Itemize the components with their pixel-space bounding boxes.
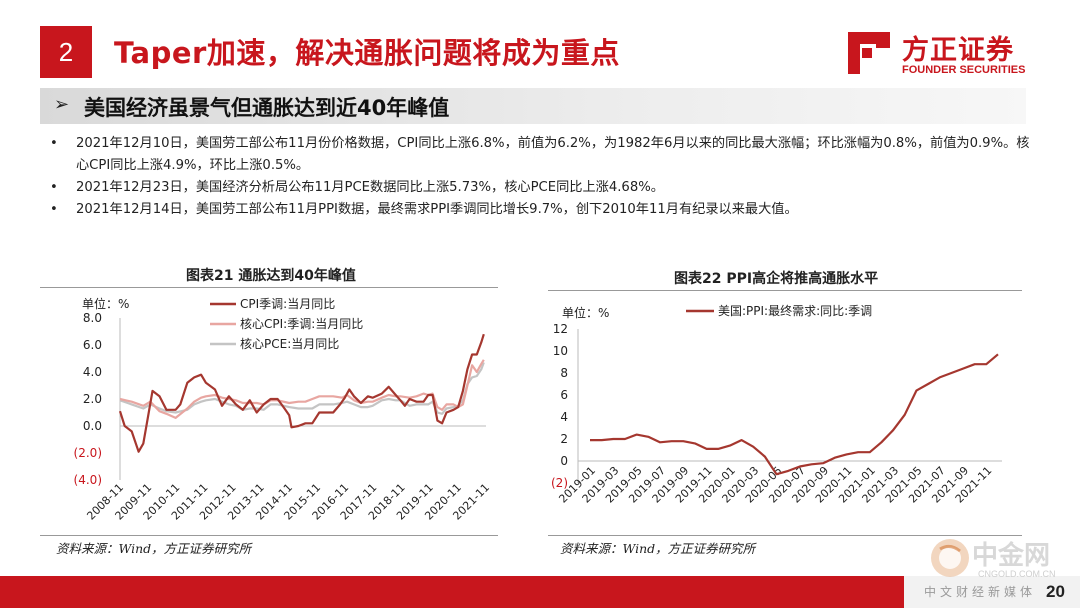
- chart1-legend-label: CPI季调:当月同比: [240, 297, 335, 311]
- chart2-unit-label: 单位：%: [562, 305, 609, 320]
- chart1-series-line-2: [119, 362, 485, 415]
- subtitle-banner: ➢ 美国经济虽景气但通胀达到近40年峰值: [40, 88, 1026, 124]
- section-number: 2: [40, 26, 92, 78]
- bullet-text: 2021年12月14日，美国劳工部公布11月PPI数据，最终需求PPI季调同比增…: [76, 202, 798, 217]
- watermark-url: CNGOLD.COM.CN: [978, 569, 1056, 579]
- chart1-series-line-1: [119, 359, 485, 419]
- chart2-y-tick-label: 4: [560, 410, 568, 424]
- footer-bar: [0, 576, 1080, 608]
- chart2-series-line: [590, 353, 999, 476]
- chart2-bottom-rule: [548, 535, 1022, 536]
- chart2-title-rule: [548, 290, 1022, 291]
- bullet-item: • 2021年12月23日，美国经济分析局公布11月PCE数据同比上涨5.73%，…: [50, 177, 1030, 199]
- watermark-tagline: 中文财经新媒体: [924, 585, 1037, 599]
- chart2-y-tick-label: 0: [560, 454, 568, 468]
- bullet-dot: •: [50, 136, 58, 151]
- bullet-text: 2021年12月23日，美国经济分析局公布11月PCE数据同比上涨5.73%，核…: [76, 180, 664, 195]
- chart1-source: 资料来源：Wind，方正证券研究所: [56, 541, 252, 556]
- chart1-inflation-svg: 单位：%8.06.04.02.00.0(2.0)(4.0)2008-112009…: [74, 296, 493, 523]
- chart2-title: 图表22 PPI高企将推高通胀水平: [674, 271, 879, 287]
- subtitle-text: 美国经济虽景气但通胀达到近40年峰值: [84, 96, 450, 120]
- bullet-item: • 2021年12月14日，美国劳工部公布11月PPI数据，最终需求PPI季调同比…: [50, 199, 1030, 221]
- chart2-y-tick-label: 8: [560, 366, 568, 380]
- chart2-y-tick-label: 10: [553, 344, 568, 358]
- chart1-title: 图表21 通胀达到40年峰值: [186, 268, 356, 284]
- arrow-icon: ➢: [54, 94, 70, 115]
- chart1-title-rule: [40, 287, 498, 288]
- chart1-bottom-rule: [40, 535, 498, 536]
- bullet-item: • 2021年12月10日，美国劳工部公布11月份价格数据，CPI同比上涨6.8%…: [50, 133, 1030, 177]
- chart1-y-tick-label: 2.0: [83, 392, 102, 406]
- bullet-list: • 2021年12月10日，美国劳工部公布11月份价格数据，CPI同比上涨6.8%…: [50, 133, 1030, 221]
- page-title: Taper加速，解决通胀问题将成为重点: [114, 36, 620, 70]
- chart1-y-tick-label: 8.0: [83, 311, 102, 325]
- chart2-y-tick-label: 12: [553, 322, 568, 336]
- chart1-y-tick-label: 6.0: [83, 338, 102, 352]
- chart1-legend-label: 核心CPI:季调:当月同比: [240, 317, 363, 331]
- chart1-series-line-0: [118, 333, 485, 453]
- chart2-y-tick-label: 6: [560, 388, 568, 402]
- bullet-dot: •: [50, 180, 58, 195]
- footer-right-panel: [904, 576, 1080, 608]
- chart2-y-tick-label: (2): [551, 476, 568, 490]
- chart2-ppi-svg: 单位：%121086420(2)2019-012019-032019-05201…: [551, 303, 1002, 506]
- chart1-y-tick-label: 4.0: [83, 365, 102, 379]
- founder-logo-icon: [848, 32, 890, 74]
- chart2-legend-label: 美国:PPI:最终需求:同比:季调: [718, 303, 872, 318]
- chart2-source: 资料来源：Wind，方正证券研究所: [560, 541, 756, 556]
- chart1-y-tick-label: (4.0): [74, 473, 102, 487]
- page-number: 20: [1046, 582, 1065, 601]
- chart2-y-tick-label: 2: [560, 432, 568, 446]
- chart1-unit-label: 单位：%: [82, 296, 129, 311]
- bullet-dot: •: [50, 202, 58, 217]
- chart1-legend-label: 核心PCE:当月同比: [240, 337, 339, 351]
- watermark-text: 中金网: [972, 541, 1051, 571]
- chart1-y-tick-label: 0.0: [83, 419, 102, 433]
- logo-text-cn: 方正证券: [902, 35, 1014, 66]
- company-logo: 方正证券 FOUNDER SECURITIES: [846, 28, 1036, 80]
- chart1-y-tick-label: (2.0): [74, 446, 102, 460]
- cngold-logo-icon: [931, 539, 969, 577]
- bullet-text: 2021年12月10日，美国劳工部公布11月份价格数据，CPI同比上涨6.8%，…: [76, 136, 1030, 173]
- logo-text-en: FOUNDER SECURITIES: [902, 64, 1026, 76]
